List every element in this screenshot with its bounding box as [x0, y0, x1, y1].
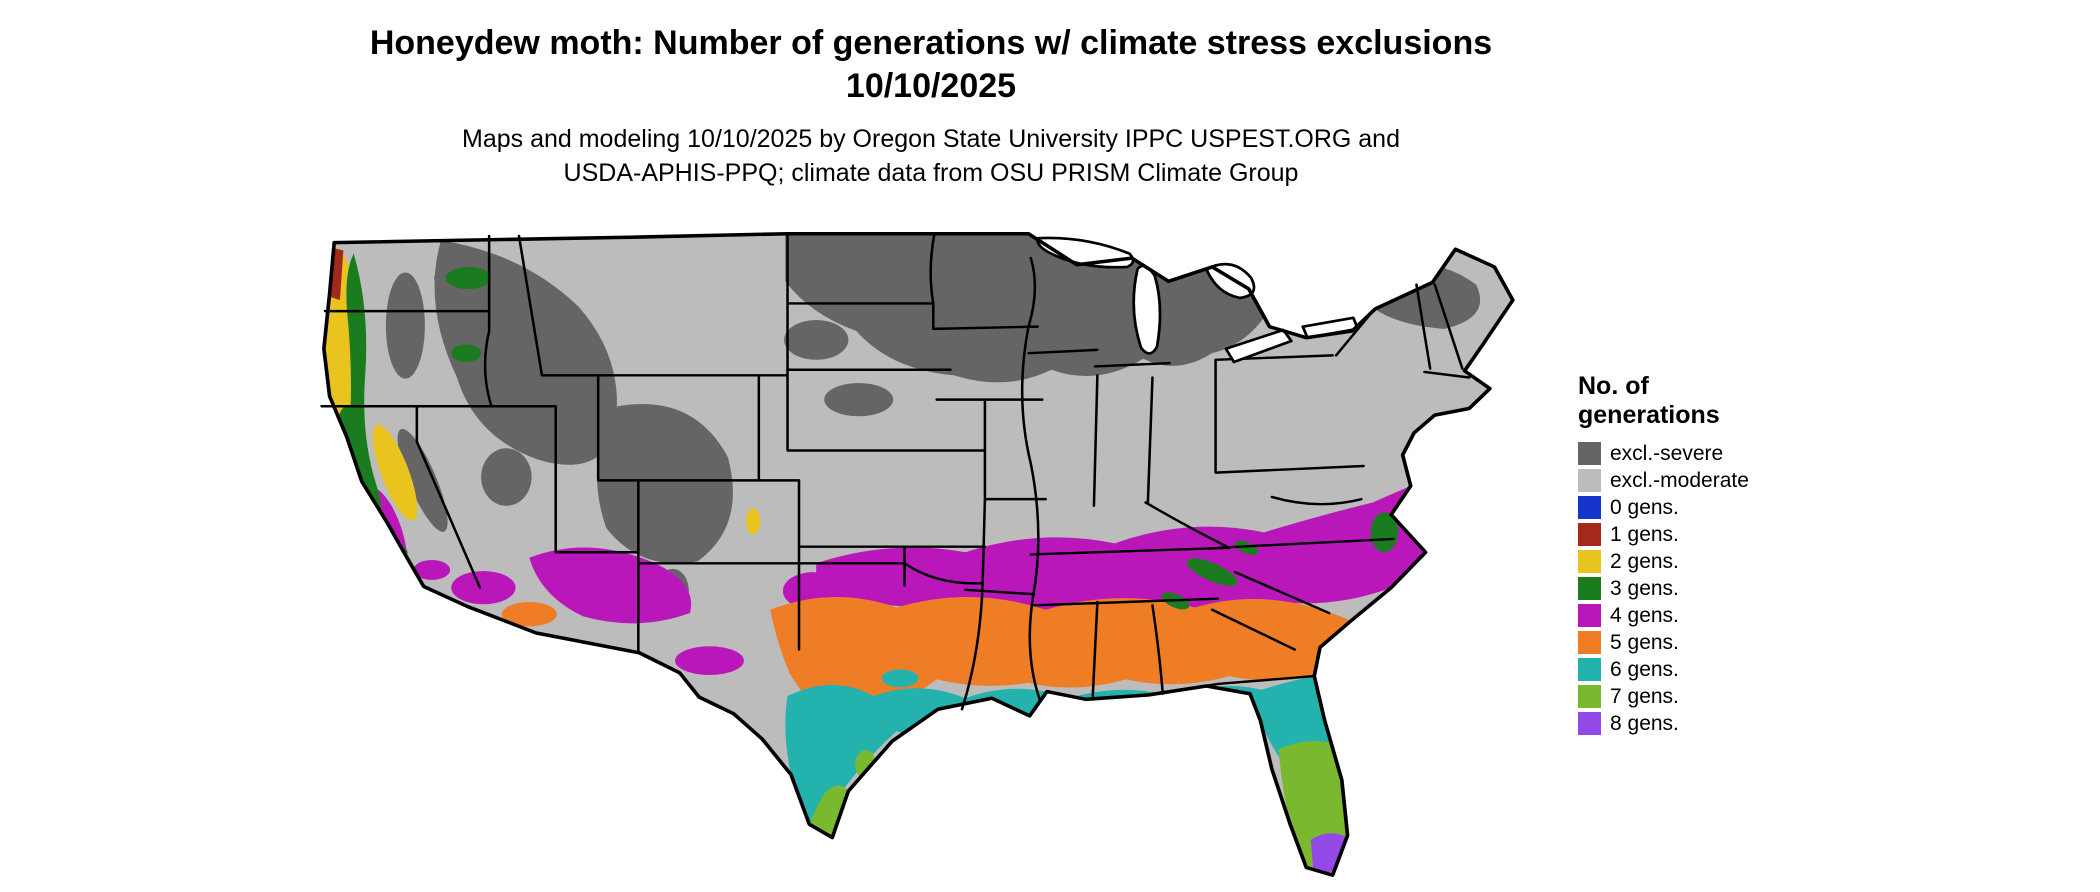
- region-east-green-patches: [1161, 414, 1462, 610]
- title-line2: 10/10/2025: [845, 66, 1017, 105]
- legend-item-gens_2: 2 gens.: [1578, 550, 1818, 574]
- legend-label: 4 gens.: [1610, 603, 1679, 627]
- title-line1: Honeydew moth: Number of generations w/ …: [369, 24, 1493, 62]
- legend-swatch-gens_5: [1578, 631, 1601, 654]
- legend-swatch-gens_6: [1578, 658, 1601, 681]
- us-map-svg: [320, 231, 1515, 877]
- legend-swatch-gens_1: [1578, 523, 1601, 546]
- legend-label: 5 gens.: [1610, 630, 1679, 654]
- subtitle-line1: Maps and modeling 10/10/2025 by Oregon S…: [462, 125, 1400, 153]
- state-borders: [320, 232, 1471, 711]
- subtitle: Maps and modeling 10/10/2025 by Oregon S…: [0, 123, 1862, 191]
- header: Honeydew moth: Number of generations w/ …: [0, 22, 1862, 191]
- legend-item-gens_7: 7 gens.: [1578, 685, 1818, 709]
- legend-swatch-gens_0: [1578, 496, 1601, 519]
- legend-label: 2 gens.: [1610, 549, 1679, 573]
- legend-item-gens_8: 8 gens.: [1578, 712, 1818, 736]
- legend-title-line1: No. of: [1578, 372, 1649, 400]
- legend-label: 3 gens.: [1610, 576, 1679, 600]
- page-title: Honeydew moth: Number of generations w/ …: [0, 22, 1862, 107]
- region-7-gens: [809, 741, 1348, 876]
- legend-item-excl_severe: excl.-severe: [1578, 442, 1818, 466]
- legend-items: excl.-severe excl.-moderate 0 gens. 1 gens.…: [1578, 442, 1818, 736]
- legend-item-gens_6: 6 gens.: [1578, 658, 1818, 682]
- legend-item-gens_1: 1 gens.: [1578, 523, 1818, 547]
- legend-label: 6 gens.: [1610, 657, 1679, 681]
- lake-erie: [1224, 328, 1293, 364]
- legend-item-gens_0: 0 gens.: [1578, 496, 1818, 520]
- us-outline: [322, 231, 1515, 877]
- legend-label: 7 gens.: [1610, 684, 1679, 708]
- lake-ontario: [1301, 316, 1360, 340]
- legend-swatch-excl_severe: [1578, 442, 1601, 465]
- legend-label: 8 gens.: [1610, 711, 1679, 735]
- legend-item-excl_moderate: excl.-moderate: [1578, 469, 1818, 493]
- us-map: [317, 226, 1522, 884]
- lake-michigan: [1132, 264, 1162, 355]
- legend-swatch-excl_moderate: [1578, 469, 1601, 492]
- legend-label: excl.-moderate: [1610, 468, 1749, 492]
- legend-label: 0 gens.: [1610, 495, 1679, 519]
- legend-item-gens_4: 4 gens.: [1578, 604, 1818, 628]
- legend-label: excl.-severe: [1610, 441, 1724, 465]
- legend-swatch-gens_2: [1578, 550, 1601, 573]
- legend-title: No. of generations: [1578, 372, 1818, 430]
- legend: No. of generations excl.-severe excl.-mod…: [1578, 372, 1818, 736]
- legend-item-gens_3: 3 gens.: [1578, 577, 1818, 601]
- legend-label: 1 gens.: [1610, 522, 1679, 546]
- legend-title-line2: generations: [1578, 400, 1720, 429]
- subtitle-line2: USDA-APHIS-PPQ; climate data from OSU PR…: [563, 158, 1299, 187]
- region-5-gens: [501, 596, 1352, 741]
- legend-item-gens_5: 5 gens.: [1578, 631, 1818, 655]
- legend-swatch-gens_8: [1578, 712, 1601, 735]
- legend-swatch-gens_7: [1578, 685, 1601, 708]
- legend-swatch-gens_4: [1578, 604, 1601, 627]
- legend-swatch-gens_3: [1578, 577, 1601, 600]
